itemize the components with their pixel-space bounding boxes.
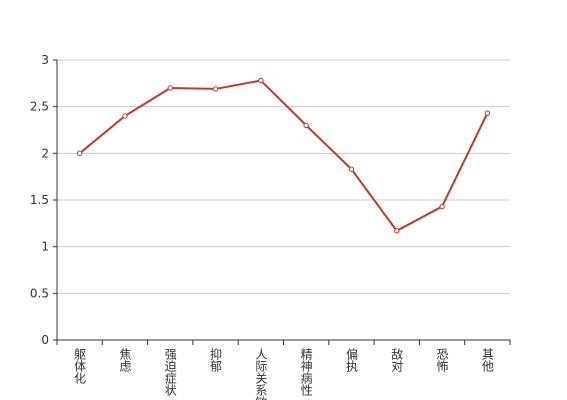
point bbox=[484, 110, 491, 116]
y-tick-label: 2 bbox=[41, 146, 49, 160]
x-tick-label: 精神病性 bbox=[299, 348, 313, 397]
x-tick-label: 抑郁 bbox=[209, 347, 223, 373]
point bbox=[348, 166, 355, 172]
x-tick-label: 人际关系敏感 bbox=[254, 348, 268, 400]
x-tick-label: 躯体化 bbox=[73, 347, 87, 385]
point bbox=[212, 86, 219, 92]
x-tick-label: 强迫症状 bbox=[163, 348, 177, 396]
x-tick-label: 敌对 bbox=[390, 347, 404, 372]
x-tick-label: 偏执 bbox=[344, 347, 358, 373]
y-tick-label: 0 bbox=[41, 333, 49, 347]
point bbox=[122, 113, 128, 119]
x-tick-label: 焦虑 bbox=[118, 348, 132, 372]
x-tick-label: 恐怖 bbox=[435, 348, 449, 372]
y-tick-label: 2.5 bbox=[30, 100, 49, 114]
y-tick-label: 1 bbox=[41, 240, 49, 254]
point bbox=[167, 85, 173, 91]
point bbox=[439, 203, 445, 210]
point bbox=[303, 122, 309, 129]
y-tick-label: 1.5 bbox=[30, 193, 49, 207]
y-tick-label: 3 bbox=[41, 53, 49, 67]
point bbox=[394, 228, 400, 234]
y-tick-label: 0.5 bbox=[30, 286, 49, 300]
x-tick-label: 其他 bbox=[480, 348, 494, 372]
line bbox=[79, 79, 489, 233]
point bbox=[76, 150, 83, 157]
point bbox=[258, 77, 264, 84]
